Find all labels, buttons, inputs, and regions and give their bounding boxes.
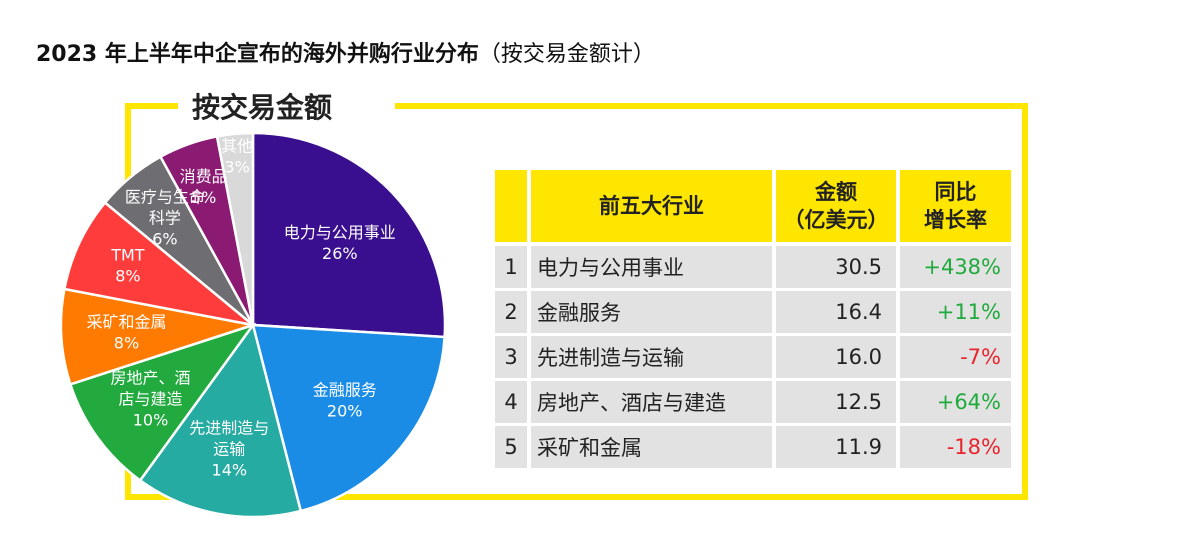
- row-growth: +64%: [900, 381, 1011, 423]
- row-amount: 11.9: [776, 426, 896, 468]
- header-amount: 金额 （亿美元）: [776, 170, 896, 242]
- page-title-main: 2023 年上半年中企宣布的海外并购行业分布: [36, 42, 479, 67]
- row-rank: 2: [495, 291, 527, 333]
- row-amount: 12.5: [776, 381, 896, 423]
- pie-slice: [138, 322, 303, 519]
- row-growth: +438%: [900, 246, 1011, 288]
- table-row: 2 金融服务 16.4 +11%: [495, 291, 1011, 333]
- row-rank: 3: [495, 336, 527, 378]
- row-industry: 采矿和金属: [531, 426, 772, 468]
- pie-slice: [251, 131, 447, 339]
- row-amount: 30.5: [776, 246, 896, 288]
- pie-slice: [59, 287, 254, 386]
- slice-label: 医疗与生命科学 6%: [125, 188, 205, 249]
- row-industry: 先进制造与运输: [531, 336, 772, 378]
- row-growth: -18%: [900, 426, 1011, 468]
- pie-slices: [59, 131, 447, 519]
- top5-table: 前五大行业 金额 （亿美元） 同比 增长率 1 电力与公用事业 30.5 +438% 2 金融…: [495, 170, 1011, 471]
- header-amount-line-1: （亿美元）: [783, 208, 889, 232]
- row-industry: 房地产、酒店与建造: [531, 381, 772, 423]
- slice-label: 采矿和金属 8%: [86, 313, 166, 353]
- header-industry: 前五大行业: [531, 170, 772, 242]
- header-amount-line-0: 金额: [815, 180, 857, 204]
- row-rank: 1: [495, 246, 527, 288]
- table-row: 3 先进制造与运输 16.0 -7%: [495, 336, 1011, 378]
- row-growth: -7%: [900, 336, 1011, 378]
- pie-slice-labels: 电力与公用事业 26% 金融服务 20% 先进制造与运输 14%房地产、酒店与建造 10% 采…: [86, 136, 395, 479]
- header-growth-line-0: 同比: [934, 180, 977, 204]
- page-title-sub: （按交易金额计）: [478, 42, 655, 67]
- row-growth: +11%: [900, 291, 1011, 333]
- page-title: 2023 年上半年中企宣布的海外并购行业分布（按交易金额计）: [36, 36, 655, 68]
- table-row: 5 采矿和金属 11.9 -18%: [495, 426, 1011, 468]
- table-header: 前五大行业 金额 （亿美元） 同比增长率: [495, 170, 1011, 242]
- slice-label: 金融服务 20%: [313, 380, 377, 420]
- pie-slice: [68, 322, 257, 483]
- table-row: 1 电力与公用事业 30.5 +438%: [495, 246, 1011, 288]
- header-growth-line-1: 增长率: [924, 208, 987, 232]
- row-amount: 16.0: [776, 336, 896, 378]
- pie-chart-title: 按交易金额: [192, 91, 332, 124]
- pie-slice: [215, 131, 255, 326]
- row-rank: 4: [495, 381, 527, 423]
- slice-label: 房地产、酒店与建造 10%: [110, 369, 190, 430]
- slice-label: 消费品 5%: [180, 167, 228, 207]
- slice-label: TMT 8%: [110, 246, 145, 286]
- frame-border: [125, 103, 1028, 500]
- header-growth: 同比 增长率: [900, 170, 1011, 242]
- pie-slice: [251, 323, 446, 513]
- row-industry: 金融服务: [531, 291, 772, 333]
- row-amount: 16.4: [776, 291, 896, 333]
- row-rank: 5: [495, 426, 527, 468]
- table-row: 4 房地产、酒店与建造 12.5 +64%: [495, 381, 1011, 423]
- pie-slice: [62, 200, 254, 327]
- slice-label: 先进制造与运输 14%: [189, 419, 269, 480]
- slice-label: 其他 3%: [221, 136, 253, 176]
- row-industry: 电力与公用事业: [531, 246, 772, 288]
- header-rank: [495, 170, 527, 242]
- slice-label: 电力与公用事业 26%: [284, 223, 396, 263]
